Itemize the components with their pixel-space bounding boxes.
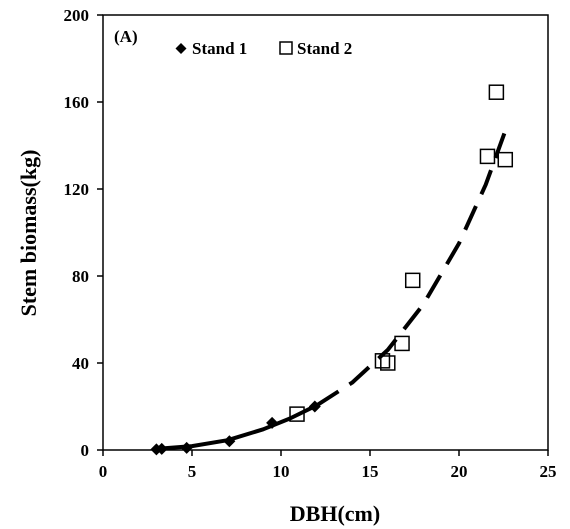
- point-stand-2: [406, 273, 420, 287]
- point-stand-1: [181, 442, 193, 454]
- point-stand-2: [498, 153, 512, 167]
- x-tick-label: 10: [273, 462, 290, 481]
- y-axis-title: Stem biomass(kg): [16, 150, 41, 317]
- y-tick-label: 80: [72, 267, 89, 286]
- x-tick-label: 20: [451, 462, 468, 481]
- legend-label-stand-2: Stand 2: [297, 39, 352, 58]
- x-tick-label: 5: [188, 462, 197, 481]
- point-stand-2: [489, 85, 503, 99]
- x-tick-label: 0: [99, 462, 108, 481]
- y-tick-label: 160: [64, 93, 90, 112]
- fit-curve-dashed: [317, 126, 508, 406]
- data-markers: [150, 85, 512, 455]
- y-tick-label: 40: [72, 354, 89, 373]
- fit-curves: [156, 126, 507, 449]
- y-tick-label: 120: [64, 180, 90, 199]
- plot-frame: [103, 15, 548, 450]
- y-tick-label: 0: [81, 441, 90, 460]
- legend: Stand 1 Stand 2: [176, 39, 353, 58]
- x-tick-label: 15: [362, 462, 379, 481]
- point-stand-2: [395, 336, 409, 350]
- x-axis-title: DBH(cm): [290, 501, 380, 526]
- legend-label-stand-1: Stand 1: [192, 39, 247, 58]
- point-stand-2: [381, 356, 395, 370]
- legend-marker-stand-2: [280, 42, 292, 54]
- point-stand-2: [480, 149, 494, 163]
- legend-marker-stand-1: [176, 43, 187, 54]
- point-stand-2: [290, 407, 304, 421]
- x-tick-label: 25: [540, 462, 557, 481]
- y-tick-label: 200: [64, 6, 90, 25]
- panel-label: (A): [114, 27, 138, 46]
